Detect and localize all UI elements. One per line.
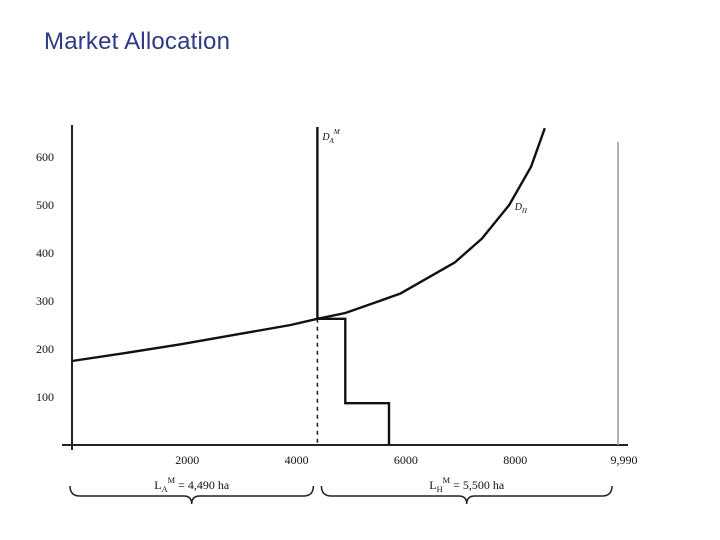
x-tick-label: 8000 (503, 453, 527, 467)
demand-curve-da (316, 127, 391, 445)
x-tick-label: 4000 (285, 453, 309, 467)
y-tick-label: 300 (36, 294, 54, 308)
allocation-label-h: LHM = 5,500 ha (429, 476, 505, 494)
y-tick-label: 600 (36, 150, 54, 164)
x-tick-label: 9,990 (611, 453, 638, 467)
x-tick-label: 6000 (394, 453, 418, 467)
slide-title: Market Allocation (44, 28, 231, 55)
allocation-label-a: LAM = 4,490 ha (154, 476, 230, 494)
y-tick-label: 200 (36, 342, 54, 356)
demand-curve-dh (71, 127, 546, 363)
curve-label-dh: DH (514, 202, 528, 215)
brace-land-a (69, 485, 315, 505)
y-tick-label: 400 (36, 246, 54, 260)
brace-land-h (320, 485, 613, 505)
x-tick-label: 2000 (175, 453, 199, 467)
y-tick-label: 500 (36, 198, 54, 212)
curve-label-da: DAM (321, 128, 341, 145)
y-tick-label: 100 (36, 390, 54, 404)
